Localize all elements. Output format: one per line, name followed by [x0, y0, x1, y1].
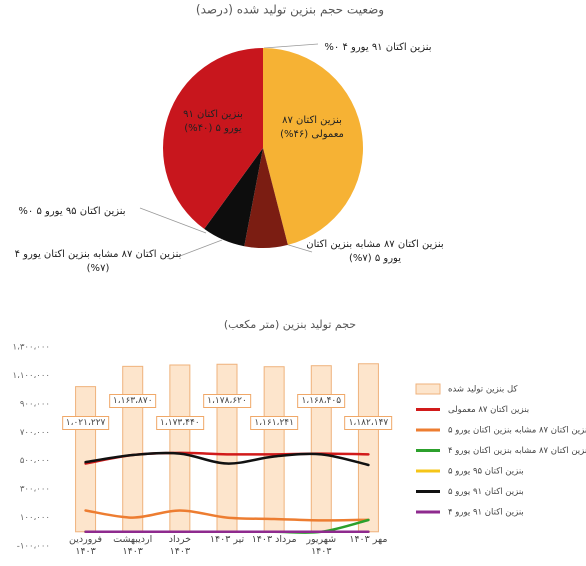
- slice-label: بنزین اکتان ۹۵ یورو ۵ ۰%: [12, 205, 132, 219]
- slice-label: بنزین اکتان ۹۱ یورو ۴ ۰%: [313, 41, 443, 55]
- combo-title: حجم تولید بنزین (متر مکعب): [224, 318, 356, 331]
- pie-slice: [204, 148, 263, 247]
- pie-slice: [263, 48, 363, 245]
- y-tick-label: ۱،۳۰۰،۰۰۰: [13, 343, 50, 353]
- bar-value-label: ۱،۱۷۳،۴۴۰: [156, 416, 204, 430]
- pie-title: وضعیت حجم بنزین تولید شده (درصد): [196, 3, 384, 18]
- x-tick-label: اردیبهشت ۱۴۰۳: [113, 534, 153, 557]
- bar-value-label: ۱،۰۲۱،۲۲۷: [61, 416, 110, 430]
- legend-label: بنزین اکتان ۹۱ یورو ۴: [448, 508, 524, 518]
- bar-value-label: ۱،۱۶۸،۴۰۵: [297, 394, 346, 408]
- legend-label: کل بنزین تولید شده: [448, 385, 518, 395]
- slice-label: بنزین اکتان ۹۱ یورو ۵ (۴۰%): [177, 108, 249, 136]
- y-tick-label: ۵۰۰،۰۰۰: [20, 456, 50, 466]
- slice-value: ۰%: [324, 42, 340, 53]
- y-tick-label: ۹۰۰،۰۰۰: [20, 399, 50, 409]
- x-tick-label: تیر ۱۴۰۳: [209, 534, 245, 545]
- slice-label: بنزین اکتان ۸۷ مشابه بنزین اکتان یورو ۵ …: [300, 238, 450, 266]
- slice-label: بنزین اکتان ۸۷ مشابه بنزین اکتان یورو ۴ …: [13, 248, 183, 276]
- slice-value: ۰%: [18, 206, 34, 217]
- x-tick-label: شهریور ۱۴۰۳: [306, 534, 337, 557]
- y-tick-label: ۷۰۰،۰۰۰: [20, 428, 50, 438]
- leader-line: [139, 207, 207, 234]
- slice-name: بنزین اکتان ۸۷ معمولی: [282, 115, 344, 140]
- y-tick-label: ۱،۱۰۰،۰۰۰: [13, 371, 50, 381]
- slice-value: (۴۶%): [280, 129, 309, 140]
- bar-value-label: ۱،۱۷۸،۶۲۰: [203, 394, 251, 408]
- slice-value: (۷%): [348, 253, 372, 264]
- leader-line: [179, 239, 223, 257]
- bar: [263, 366, 285, 533]
- legend-label: بنزین اکتان ۸۷ مشابه بنزین اکتان یورو ۵: [448, 426, 586, 436]
- x-tick-label: خرداد ۱۴۰۳: [168, 534, 191, 557]
- y-tick-label: -۱۰۰،۰۰۰: [17, 542, 50, 552]
- legend-label: بنزین اکتان ۹۵ یورو ۵: [448, 467, 524, 477]
- x-tick-label: فروردین ۱۴۰۳: [69, 534, 103, 557]
- legend-swatch: [415, 383, 441, 395]
- leader-lines: [139, 43, 319, 257]
- legend-label: بنزین اکتان ۹۱ یورو ۵: [448, 487, 524, 497]
- slice-name: بنزین اکتان ۹۵ یورو ۵: [36, 206, 126, 217]
- y-tick-label: ۱۰۰،۰۰۰: [20, 513, 50, 523]
- slice-value: (۴۰%): [184, 123, 213, 134]
- slice-name: بنزین اکتان ۹۱ یورو ۴: [342, 42, 432, 53]
- slice-name: بنزین اکتان ۸۷ مشابه بنزین اکتان یورو ۴: [14, 249, 182, 260]
- x-tick-label: مهر ۱۴۰۳: [349, 534, 388, 545]
- bar-value-label: ۱،۱۸۲،۱۴۷: [344, 416, 393, 430]
- line: [84, 509, 370, 522]
- bar-value-label: ۱،۱۶۳،۸۷۰: [108, 394, 157, 408]
- slice-value: (۷%): [86, 263, 110, 274]
- pie-slice: [244, 148, 288, 249]
- slice-name: بنزین اکتان ۹۱ یورو ۵: [183, 109, 243, 134]
- legend-label: بنزین اکتان ۸۷ معمولی: [448, 405, 529, 415]
- x-tick-label: مرداد ۱۴۰۳: [251, 534, 297, 545]
- bar-value-label: ۱،۱۶۱،۲۴۱: [250, 416, 298, 430]
- legend-label: بنزین اکتان ۸۷ مشابه بنزین اکتان یورو ۴: [448, 446, 586, 456]
- bar: [169, 364, 191, 533]
- slice-name: بنزین اکتان ۸۷ مشابه بنزین اکتان یورو ۵: [306, 239, 444, 264]
- slice-label: بنزین اکتان ۸۷ معمولی (۴۶%): [267, 114, 357, 142]
- y-tick-label: ۳۰۰،۰۰۰: [20, 485, 50, 495]
- bar: [122, 365, 144, 533]
- bar: [310, 365, 332, 533]
- line: [84, 451, 370, 467]
- pie-slice: [163, 48, 263, 229]
- leader-line: [263, 43, 319, 49]
- bar: [357, 363, 379, 533]
- bar: [216, 363, 238, 533]
